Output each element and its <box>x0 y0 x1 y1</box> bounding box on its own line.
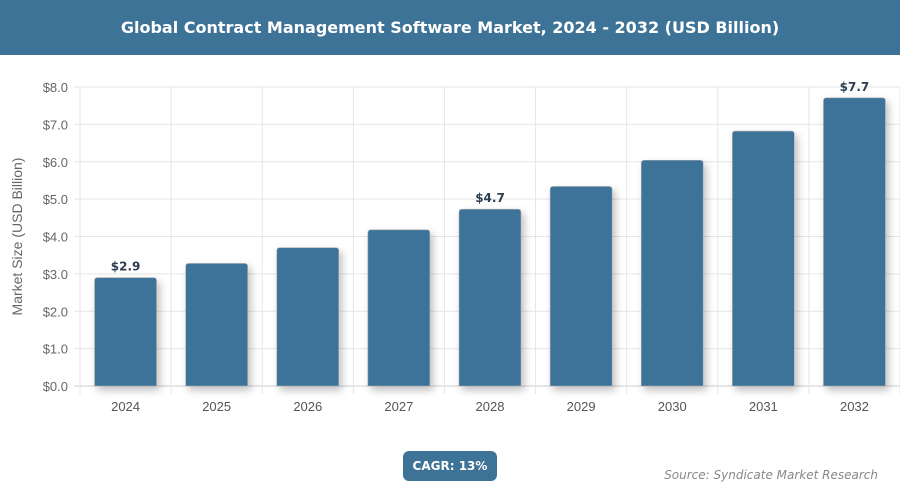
bar-2028 <box>458 208 522 387</box>
bar-2026 <box>276 247 340 387</box>
y-tick-label: $6.0 <box>43 155 68 170</box>
data-label: $4.7 <box>475 191 505 205</box>
y-tick-label: $3.0 <box>43 267 68 282</box>
y-tick-label: $7.0 <box>43 117 68 132</box>
y-tick-label: $2.0 <box>43 304 68 319</box>
bar-2032 <box>823 97 886 387</box>
bar-2030 <box>640 159 704 387</box>
y-axis-title: Market Size (USD Billion) <box>9 158 25 316</box>
cagr-badge: CAGR: 13% <box>403 451 497 481</box>
y-tick-label: $4.0 <box>43 230 68 245</box>
x-tick-label: 2030 <box>658 399 687 414</box>
x-tick-label: 2027 <box>384 399 413 414</box>
bar-2027 <box>367 229 431 387</box>
x-tick-label: 2031 <box>749 399 778 414</box>
y-tick-label: $5.0 <box>43 192 68 207</box>
source-note: Source: Syndicate Market Research <box>664 468 878 482</box>
y-tick-label: $0.0 <box>43 379 68 394</box>
x-tick-label: 2024 <box>111 399 140 414</box>
y-tick-label: $1.0 <box>43 342 68 357</box>
chart-title: Global Contract Management Software Mark… <box>0 0 900 55</box>
y-tick-label: $8.0 <box>43 80 68 95</box>
x-tick-label: 2029 <box>567 399 596 414</box>
bar-2029 <box>549 186 613 387</box>
bar-2031 <box>732 130 795 387</box>
data-label: $2.9 <box>111 260 141 274</box>
x-tick-label: 2028 <box>476 399 505 414</box>
bar-2024 <box>94 277 157 387</box>
x-tick-label: 2025 <box>202 399 231 414</box>
bar-chart: $0.0 $1.0 $2.0 $3.0 $4.0 $5.0 $6.0 $7.0 $8.0 Mark… <box>9 80 900 414</box>
x-tick-label: 2026 <box>293 399 322 414</box>
data-label: $7.7 <box>840 80 870 94</box>
x-tick-label: 2032 <box>840 399 869 414</box>
bar-2025 <box>185 263 248 387</box>
